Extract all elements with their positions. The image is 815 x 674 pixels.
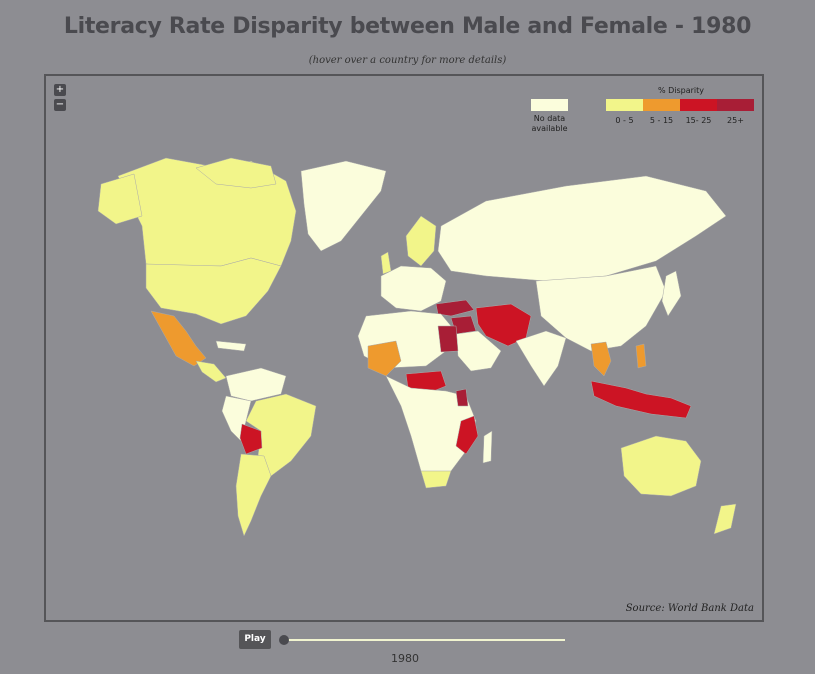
- country-caribbean[interactable]: [215, 340, 247, 352]
- country-china[interactable]: [535, 265, 667, 352]
- legend-no-data-label: No data available: [531, 114, 568, 133]
- country-usa-alaska[interactable]: [97, 173, 143, 225]
- country-northern-south-america[interactable]: [225, 367, 287, 402]
- country-arabian-peninsula[interactable]: [455, 330, 502, 372]
- country-scandinavia[interactable]: [405, 215, 437, 267]
- zoom-out-button[interactable]: −: [54, 99, 66, 111]
- map-frame: + − No data available % Disparity 0 - 5 …: [44, 74, 764, 622]
- country-canada-islands[interactable]: [195, 157, 277, 189]
- country-philippines[interactable]: [635, 343, 647, 369]
- legend-label-5-15: 5 - 15: [649, 116, 674, 125]
- zoom-in-button[interactable]: +: [54, 84, 66, 96]
- year-slider-handle[interactable]: [279, 635, 289, 645]
- world-map[interactable]: [46, 76, 762, 620]
- country-egypt[interactable]: [437, 325, 459, 353]
- country-japan[interactable]: [661, 270, 682, 317]
- country-usa[interactable]: [145, 257, 282, 325]
- page-subtitle: (hover over a country for more details): [308, 55, 507, 66]
- country-new-zealand[interactable]: [713, 503, 737, 535]
- year-slider-track[interactable]: [285, 639, 565, 641]
- legend-swatch-5-15: [643, 99, 680, 111]
- legend-swatch-0-5: [606, 99, 643, 111]
- page-title: Literacy Rate Disparity between Male and…: [63, 14, 752, 39]
- country-india[interactable]: [515, 330, 567, 387]
- legend-swatch-25-plus: [717, 99, 754, 111]
- country-uk[interactable]: [380, 251, 392, 275]
- legend-label-25-plus: 25+: [727, 116, 744, 125]
- country-south-africa[interactable]: [420, 470, 452, 489]
- country-southern-cone[interactable]: [235, 453, 272, 537]
- country-mozambique[interactable]: [455, 415, 479, 455]
- country-central-america[interactable]: [195, 360, 227, 383]
- country-mali[interactable]: [367, 340, 402, 377]
- country-europe[interactable]: [380, 265, 447, 312]
- country-greenland[interactable]: [300, 160, 387, 252]
- country-madagascar[interactable]: [482, 430, 493, 464]
- country-brazil[interactable]: [245, 393, 317, 477]
- country-bolivia[interactable]: [239, 423, 263, 455]
- country-southeast-asia[interactable]: [590, 341, 612, 377]
- country-central-southern-africa[interactable]: [385, 375, 477, 482]
- country-australia[interactable]: [620, 435, 702, 497]
- play-button[interactable]: Play: [239, 630, 271, 649]
- legend-label-0-5: 0 - 5: [615, 116, 634, 125]
- legend-no-data-swatch: [531, 99, 568, 111]
- legend-title: % Disparity: [657, 86, 705, 95]
- country-east-africa-red[interactable]: [455, 388, 469, 407]
- country-mexico[interactable]: [150, 310, 207, 367]
- source-note: Source: World Bank Data: [625, 603, 754, 614]
- legend-swatch-15-25: [680, 99, 717, 111]
- country-russia[interactable]: [437, 175, 727, 282]
- year-label: 1980: [391, 652, 419, 665]
- legend-label-15-25: 15- 25: [685, 116, 712, 125]
- country-turkey[interactable]: [435, 299, 475, 317]
- country-indonesia[interactable]: [590, 380, 692, 419]
